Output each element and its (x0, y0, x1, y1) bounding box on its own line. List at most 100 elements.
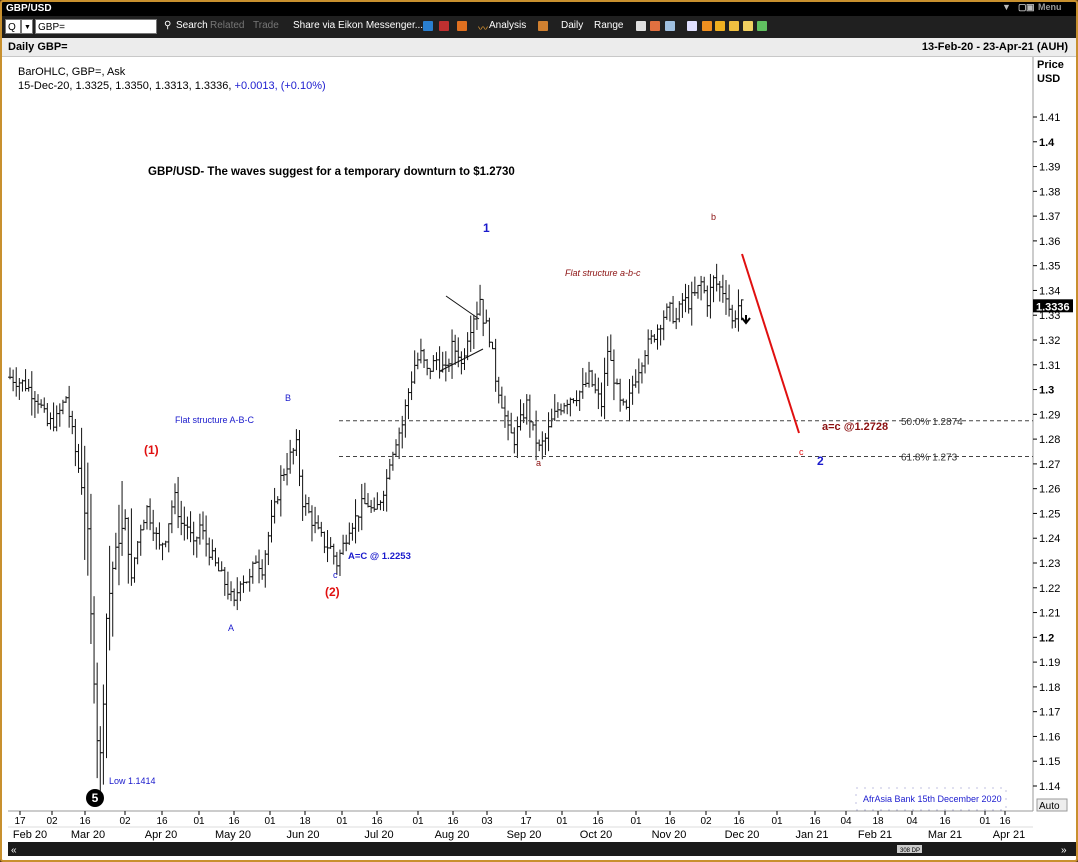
template-icon[interactable] (636, 21, 646, 31)
x-day-label: 04 (906, 816, 918, 827)
y-tick-label: 1.2 (1039, 632, 1054, 644)
scroll-right-icon[interactable] (715, 21, 725, 31)
x-month-label: Dec 20 (725, 829, 760, 841)
wave-i-label: (1) (144, 443, 159, 457)
select-icon[interactable] (757, 21, 767, 31)
y-tick-label: 1.41 (1039, 112, 1060, 124)
analysis-icon[interactable]: 〰 (478, 24, 488, 35)
range-button[interactable]: Range (594, 20, 624, 31)
auto-scale-button[interactable] (1036, 798, 1068, 812)
y-tick-label: 1.37 (1039, 211, 1060, 223)
x-day-label: 17 (14, 816, 26, 827)
flat-abc-small-label: Flat structure a-b-c (565, 268, 641, 278)
y-tick-label: 1.33 (1039, 310, 1060, 322)
y-tick-label: 1.36 (1039, 236, 1060, 248)
down-arrow-icon (741, 315, 751, 325)
search-button[interactable]: Search (176, 20, 208, 31)
restore-icon[interactable]: ▢ (1018, 2, 1027, 12)
plot-area (8, 57, 1033, 811)
x-month-label: Nov 20 (652, 829, 687, 841)
wave-5-badge (86, 789, 104, 807)
scroll-left-button[interactable]: « (11, 845, 17, 856)
watermark-text: AfrAsia Bank 15th December 2020 (863, 794, 1002, 804)
legend-line1: BarOHLC, GBP=, Ask (18, 66, 126, 78)
y-tick-label: 1.19 (1039, 657, 1060, 669)
title-bar: GBP/USD ▼ ▢ ▣ Menu (2, 2, 1076, 16)
last-price-value: 1.3336 (1036, 301, 1070, 313)
x-day-label: 16 (371, 816, 383, 827)
menu-icon[interactable]: ▣ (1026, 2, 1035, 12)
x-day-label: 01 (412, 816, 424, 827)
autoscale-icon[interactable] (743, 21, 753, 31)
y-tick-label: 1.29 (1039, 409, 1060, 421)
wave-2-label: 2 (817, 454, 824, 468)
search-icon[interactable]: ⚲ (164, 20, 172, 31)
chart-header: Daily GBP= 13-Feb-20 - 23-Apr-21 (AUH) (2, 38, 1076, 57)
pin-icon[interactable]: ▼ (1002, 2, 1011, 12)
watermark-box (855, 787, 1007, 811)
scroll-right-button[interactable]: » (1061, 845, 1067, 856)
last-price-tag (1033, 299, 1073, 313)
x-axis-panel (8, 811, 1076, 841)
chart-name: Daily GBP= (8, 41, 68, 53)
x-day-label: 16 (939, 816, 951, 827)
export-icon[interactable] (665, 21, 675, 31)
x-day-label: 01 (264, 816, 276, 827)
fib-618-label: 61.8% 1.273 (901, 452, 958, 463)
code-dropdown-icon[interactable]: ▼ (21, 19, 33, 34)
a-eq-c-lower-label: a=c @1.2728 (822, 421, 888, 433)
y-axis-title-usd: USD (1037, 73, 1060, 85)
menu-label[interactable]: Menu (1038, 2, 1062, 12)
footer-tag (897, 845, 922, 853)
channel-line-lower (439, 348, 484, 372)
x-day-label: 16 (809, 816, 821, 827)
wave-1-label: 1 (483, 221, 490, 235)
y-tick-label: 1.25 (1039, 508, 1060, 520)
x-month-label: May 20 (215, 829, 251, 841)
toolbar: Q ▼ GBP= ⚲ Search Related Trade Share vi… (2, 16, 1076, 38)
y-tick-label: 1.18 (1039, 682, 1060, 694)
a-eq-c-upper-label: A=C @ 1.2253 (348, 551, 411, 562)
y-tick-label: 1.14 (1039, 781, 1060, 793)
y-tick-label: 1.32 (1039, 335, 1060, 347)
drawing-tools-icon[interactable] (538, 21, 548, 31)
x-day-label: 16 (733, 816, 745, 827)
code-type-button[interactable]: Q (5, 19, 21, 34)
undo-icon[interactable] (423, 21, 433, 31)
daily-button[interactable]: Daily (561, 20, 584, 31)
share-button[interactable]: Share via Eikon Messenger... (293, 20, 424, 31)
analysis-button[interactable]: Analysis (489, 20, 527, 31)
x-month-label: Mar 20 (71, 829, 105, 841)
y-tick-label: 1.28 (1039, 434, 1060, 446)
flat-abc-label: Flat structure A-B-C (175, 415, 255, 425)
related-button[interactable]: Related (210, 20, 245, 31)
x-day-label: 01 (979, 816, 991, 827)
date-range: 13-Feb-20 - 23-Apr-21 (AUH) (921, 41, 1068, 53)
x-month-label: Jul 20 (364, 829, 393, 841)
y-tick-label: 1.16 (1039, 731, 1060, 743)
ric-input[interactable]: GBP= (35, 19, 157, 34)
redo-icon[interactable] (439, 21, 449, 31)
y-axis-panel (1033, 57, 1076, 811)
scrollbar[interactable] (8, 842, 1076, 856)
chart-type-icon[interactable] (457, 21, 467, 31)
x-day-label: 18 (872, 816, 884, 827)
y-tick-label: 1.34 (1039, 285, 1060, 297)
print-icon[interactable] (650, 21, 660, 31)
trade-button[interactable]: Trade (253, 20, 279, 31)
x-day-label: 01 (771, 816, 783, 827)
scroll-left-icon[interactable] (702, 21, 712, 31)
x-month-label: Jun 20 (286, 829, 319, 841)
wave-b-label: b (711, 212, 716, 222)
x-month-label: Mar 21 (928, 829, 962, 841)
projection-line (741, 253, 800, 434)
y-tick-label: 1.38 (1039, 186, 1060, 198)
x-month-label: Feb 21 (858, 829, 892, 841)
crosshair-icon[interactable] (687, 21, 697, 31)
x-day-label: 03 (481, 816, 493, 827)
x-month-label: Jan 21 (795, 829, 828, 841)
x-day-label: 01 (193, 816, 205, 827)
zoom-icon[interactable] (729, 21, 739, 31)
y-tick-label: 1.23 (1039, 558, 1060, 570)
